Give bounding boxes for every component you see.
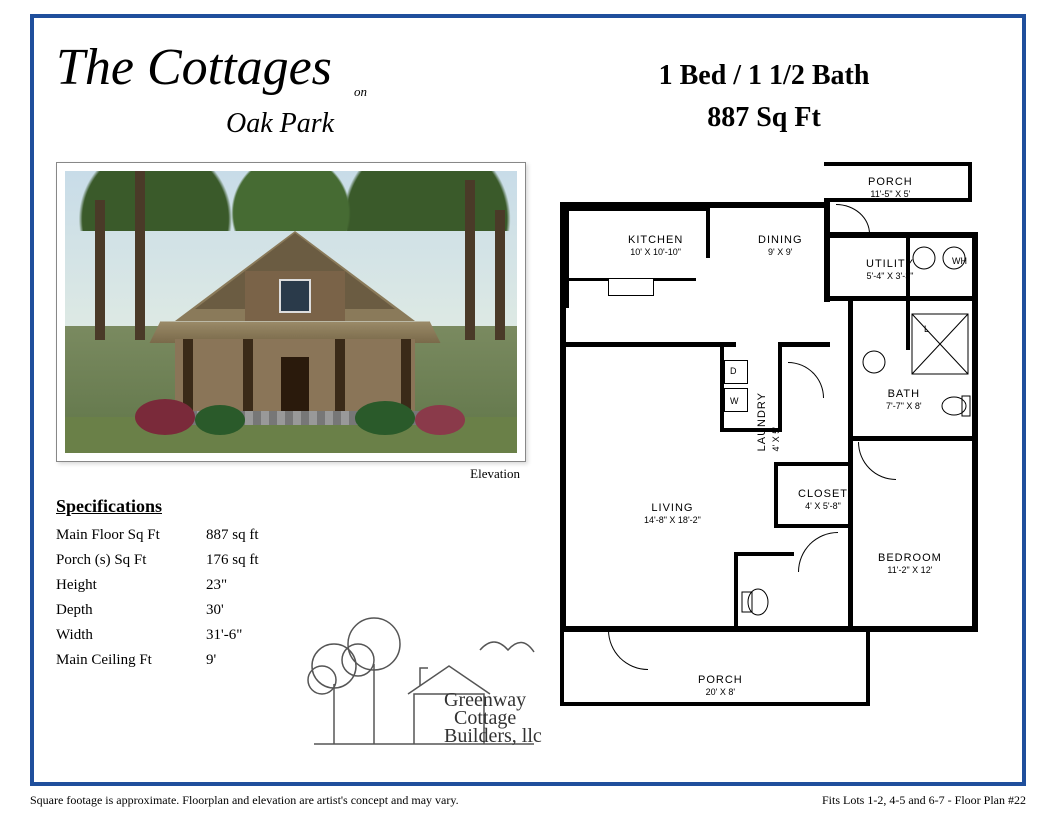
spec-value: 23" [206,577,227,594]
title-block: The Cottages on Oak Park [56,36,528,156]
spec-label: Height [56,577,206,594]
bed-bath-text: 1 Bed / 1 1/2 Bath [528,60,1000,92]
room-label: KITCHEN10' X 10'-10" [628,234,683,258]
builder-logo: Greenway Cottage Builders, llc [304,594,544,754]
left-column: Elevation Specifications Main Floor Sq F… [56,162,526,722]
appliance-label: D [730,366,737,376]
elevation-frame [56,162,526,462]
spec-value: 887 sq ft [206,527,259,544]
document-frame: The Cottages on Oak Park 1 Bed / 1 1/2 B… [30,14,1026,786]
appliance-label: WH [952,256,967,266]
right-column: PORCH11'-5" X 5' KITCHEN10' X 10'-10" DINI… [548,162,1000,722]
room-label: LIVING14'-8" X 18'-2" [644,502,701,526]
header: The Cottages on Oak Park 1 Bed / 1 1/2 B… [56,36,1000,156]
spec-value: 9' [206,652,216,669]
room-label: UTILITY5'-4" X 3'-3" [866,258,914,282]
title-connector: on [354,84,367,100]
appliance-label: L [924,324,929,334]
spec-value: 176 sq ft [206,552,259,569]
room-label: PORCH20' X 8' [698,674,743,698]
spec-label: Width [56,627,206,644]
sqft-text: 887 Sq Ft [528,102,1000,134]
main-title: The Cottages [56,42,528,94]
room-label: LAUNDRY4' X 5' [756,392,782,456]
spec-label: Main Floor Sq Ft [56,527,206,544]
footer-disclaimer: Square footage is approximate. Floorplan… [30,793,459,808]
spec-value: 30' [206,602,224,619]
logo-line3: Builders, llc [444,725,542,747]
room-label: DINING9' X 9' [758,234,803,258]
content-row: Elevation Specifications Main Floor Sq F… [56,162,1000,722]
sub-title: Oak Park [226,108,334,140]
elevation-label: Elevation [56,466,520,482]
room-label: BATH7'-7" X 8' [886,388,922,412]
spec-label: Main Ceiling Ft [56,652,206,669]
floorplan-diagram: PORCH11'-5" X 5' KITCHEN10' X 10'-10" DINI… [548,162,988,722]
specs-heading: Specifications [56,496,526,517]
room-label: PORCH11'-5" X 5' [868,176,913,200]
elevation-rendering [65,171,517,453]
footer: Square footage is approximate. Floorplan… [30,793,1026,808]
spec-row: Height23" [56,577,526,594]
spec-value: 31'-6" [206,627,242,644]
summary-block: 1 Bed / 1 1/2 Bath 887 Sq Ft [528,36,1000,156]
appliance-label: W [730,396,739,406]
room-label: BEDROOM11'-2" X 12' [878,552,942,576]
spec-label: Depth [56,602,206,619]
footer-planinfo: Fits Lots 1-2, 4-5 and 6-7 - Floor Plan … [822,793,1026,808]
spec-label: Porch (s) Sq Ft [56,552,206,569]
spec-row: Main Floor Sq Ft887 sq ft [56,527,526,544]
room-label: CLOSET4' X 5'-8" [798,488,848,512]
spec-row: Porch (s) Sq Ft176 sq ft [56,552,526,569]
